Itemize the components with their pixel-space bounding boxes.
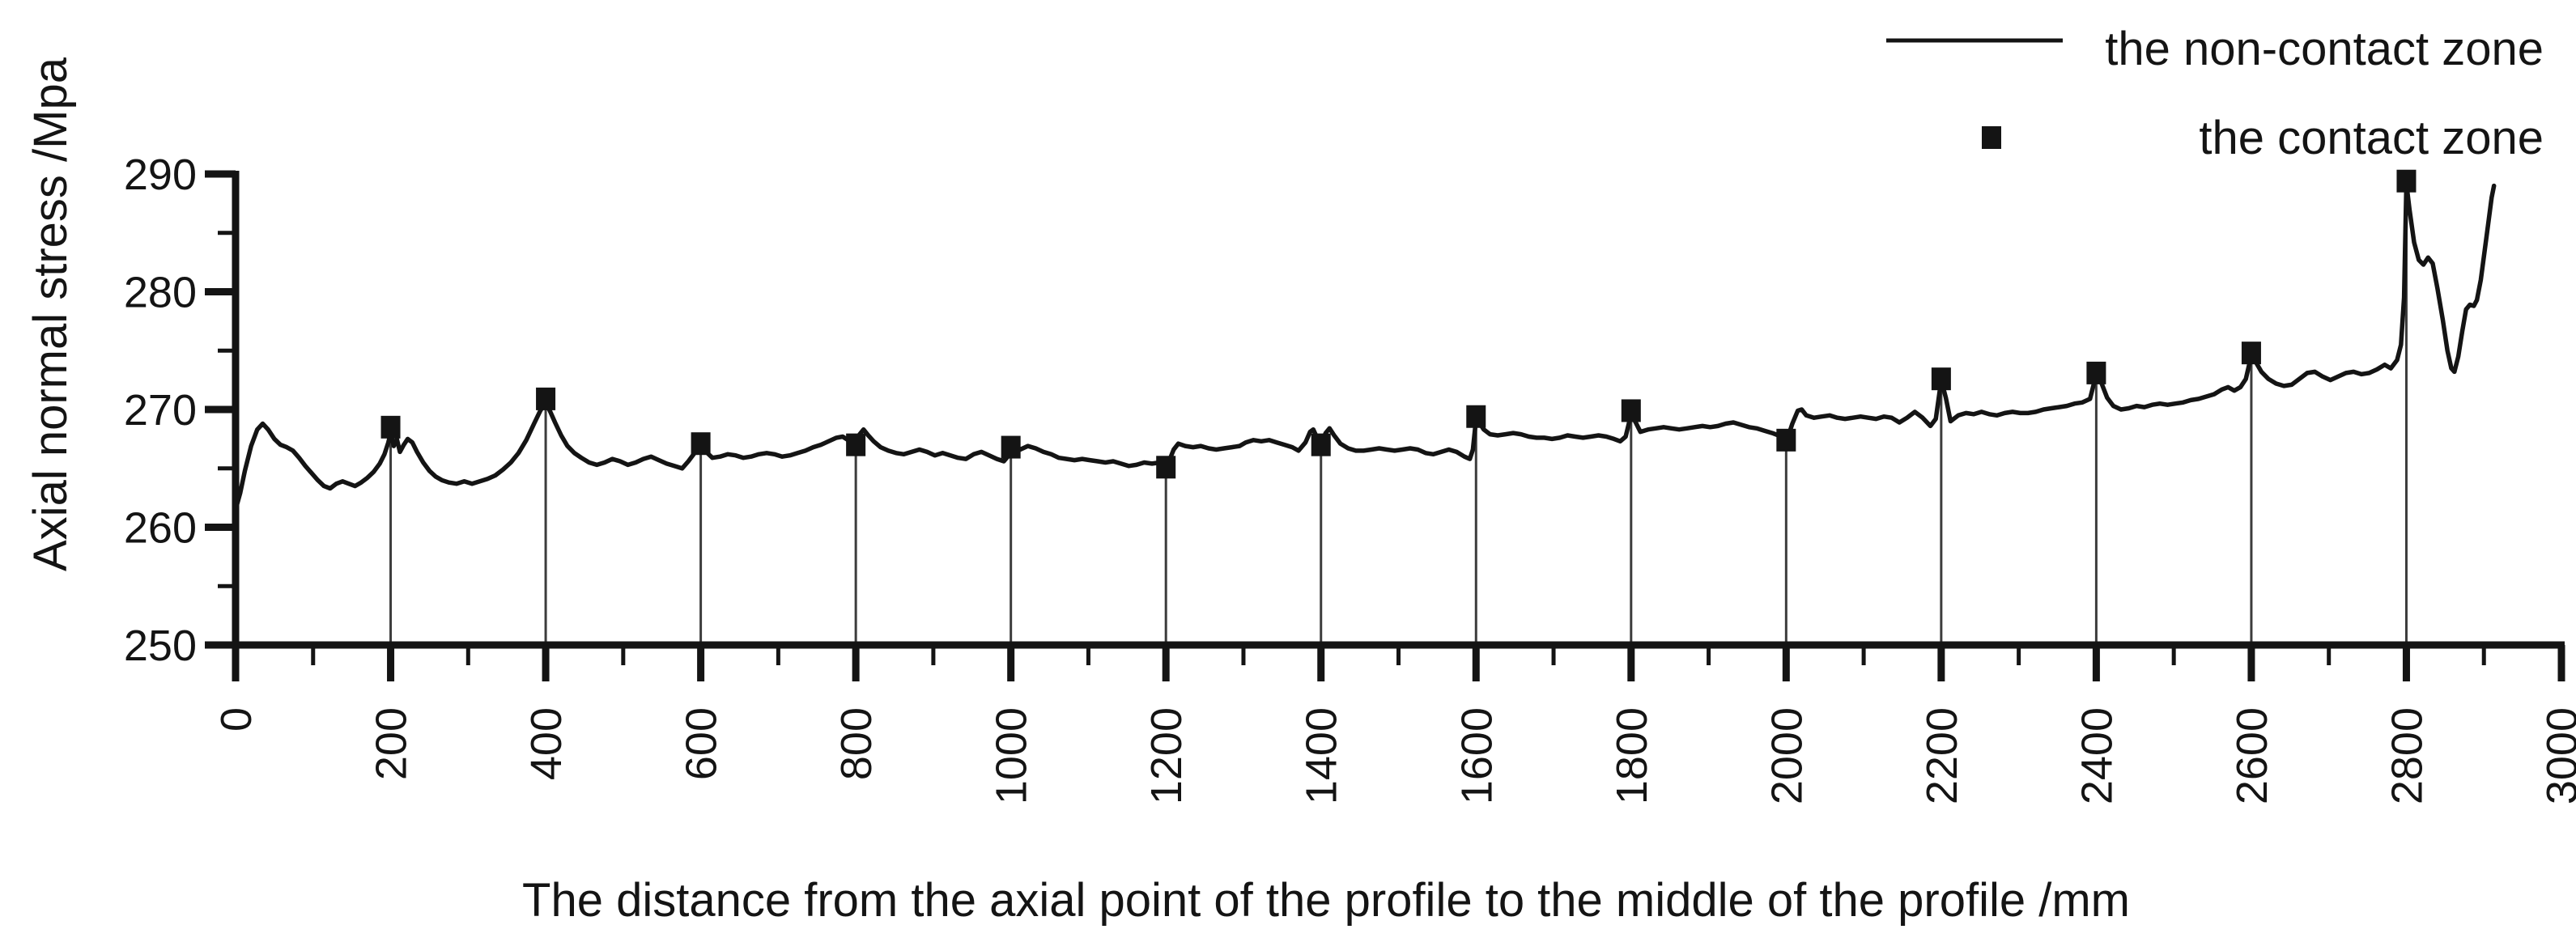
- y-tick-label: 250: [124, 622, 197, 670]
- contact-marker: [1156, 456, 1176, 479]
- y-tick-label: 260: [124, 504, 197, 553]
- x-tick-label: 600: [678, 707, 726, 780]
- y-axis-title: Axial normal stress /Mpa: [24, 57, 77, 571]
- contact-marker: [1621, 399, 1641, 422]
- tick-marks: [205, 170, 2565, 681]
- contact-marker: [380, 415, 401, 439]
- x-tick-label: 2000: [1762, 707, 1811, 804]
- contact-marker: [536, 387, 556, 410]
- x-tick-label: 200: [368, 707, 416, 780]
- contact-marker: [2241, 342, 2261, 365]
- legend: the non-contact zone the contact zone: [1886, 23, 2544, 164]
- x-tick-label: 2600: [2228, 707, 2276, 804]
- x-tick-label: 3000: [2538, 707, 2576, 804]
- contact-marker: [1311, 433, 1331, 456]
- x-tick-label: 0: [212, 707, 261, 732]
- contact-marker: [1466, 405, 1486, 428]
- axes: [232, 171, 2565, 649]
- y-tick-label: 290: [124, 151, 197, 199]
- contact-marker: [2086, 361, 2106, 384]
- contact-marker: [1931, 367, 1951, 391]
- contact-marker: [691, 432, 711, 456]
- contact-marker: [1776, 428, 1796, 452]
- non-contact-curve: [233, 180, 2497, 512]
- x-tick-label: 2800: [2383, 707, 2431, 804]
- x-tick-label: 400: [522, 707, 571, 780]
- x-tick-label: 1800: [1608, 707, 1656, 804]
- contact-marker: [846, 433, 866, 456]
- contact-marker: [1001, 435, 1021, 459]
- x-tick-label: 1000: [988, 707, 1036, 804]
- tick-labels: 250 260 270 280 290 0 200 400 600 800 1000 1200 1400…: [124, 151, 2576, 804]
- x-tick-label: 1200: [1142, 707, 1191, 804]
- x-tick-label: 1400: [1298, 707, 1346, 804]
- series-contact: [380, 169, 2417, 479]
- x-tick-label: 2200: [1918, 707, 1966, 804]
- legend-label-non-contact: the non-contact zone: [2105, 23, 2544, 75]
- y-tick-label: 280: [124, 269, 197, 317]
- series-non-contact: [233, 180, 2497, 512]
- contact-marker: [2396, 169, 2417, 193]
- x-axis-title: The distance from the axial point of the…: [522, 874, 2130, 927]
- x-tick-label: 800: [832, 707, 881, 780]
- x-tick-label: 1600: [1452, 707, 1501, 804]
- legend-square-marker: [1982, 126, 2001, 149]
- y-tick-label: 270: [124, 386, 197, 435]
- drop-lines: [389, 180, 2408, 643]
- x-tick-label: 2400: [2072, 707, 2121, 804]
- legend-label-contact: the contact zone: [2199, 112, 2544, 164]
